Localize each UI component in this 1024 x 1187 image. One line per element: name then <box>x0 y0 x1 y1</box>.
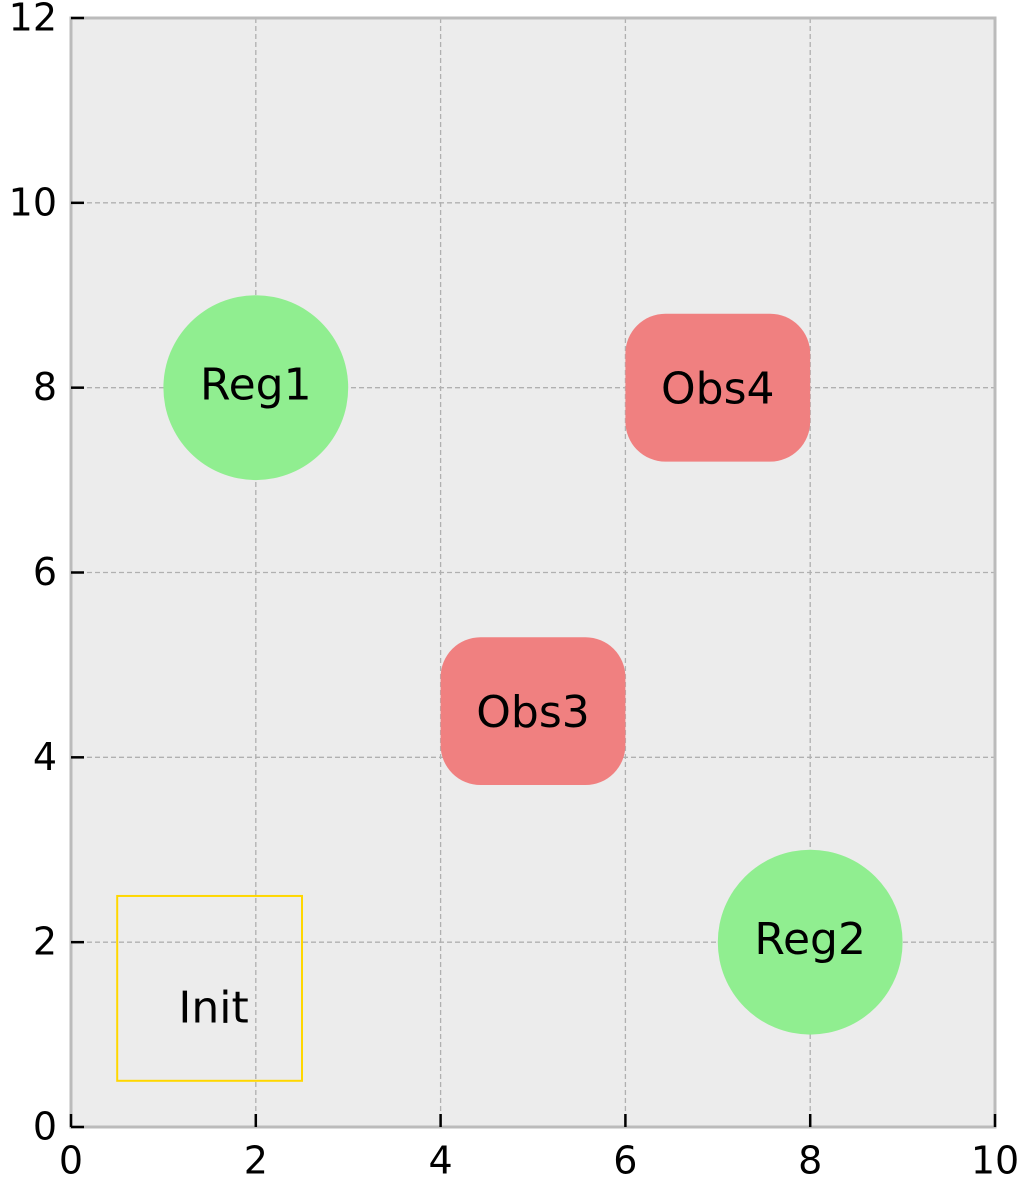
region-rounded-rect <box>625 313 811 462</box>
y-tick-label: 10 <box>9 180 57 224</box>
region-circle <box>163 295 349 481</box>
region-label: Init <box>178 982 248 1033</box>
region-circle <box>717 849 903 1035</box>
x-tick-label: 6 <box>613 1139 637 1183</box>
y-tick-label: 4 <box>33 735 57 779</box>
x-tick-label: 10 <box>971 1139 1019 1183</box>
x-tick-label: 4 <box>429 1139 453 1183</box>
region-label: Obs4 <box>661 364 774 415</box>
y-tick-label: 12 <box>9 0 57 40</box>
region-label: Obs3 <box>476 687 589 738</box>
y-tick-label: 8 <box>33 365 57 409</box>
x-tick-label: 2 <box>244 1139 268 1183</box>
region-rounded-rect <box>440 637 626 786</box>
region-label: Reg1 <box>200 360 312 411</box>
region-label: Reg2 <box>754 914 866 965</box>
x-tick-label: 0 <box>59 1139 83 1183</box>
y-tick-label: 6 <box>33 550 57 594</box>
y-tick-label: 2 <box>33 920 57 964</box>
region-rect <box>116 894 303 1082</box>
y-tick-label: 0 <box>33 1105 57 1149</box>
x-tick-label: 8 <box>798 1139 822 1183</box>
